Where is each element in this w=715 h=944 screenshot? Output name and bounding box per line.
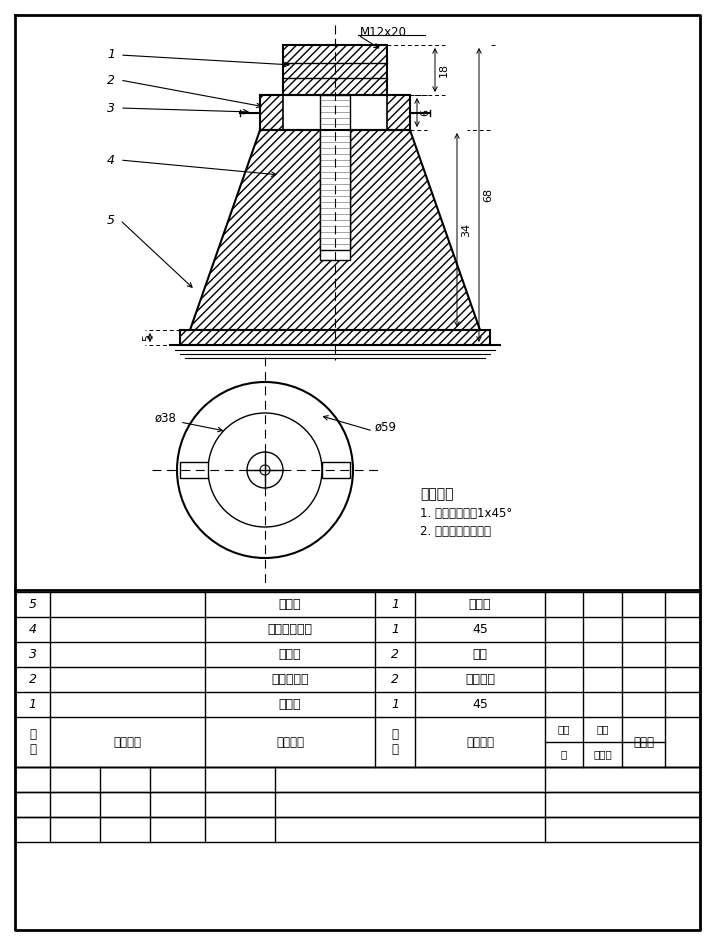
Polygon shape: [190, 130, 480, 330]
Text: 1: 1: [29, 698, 36, 711]
Text: 铝合金: 铝合金: [469, 598, 491, 611]
Text: 45: 45: [472, 698, 488, 711]
Text: 5: 5: [29, 598, 36, 611]
Text: 2: 2: [391, 648, 399, 661]
Text: 45: 45: [472, 623, 488, 636]
Text: 34: 34: [461, 223, 471, 237]
Text: 单件: 单件: [558, 724, 571, 734]
Text: 18: 18: [439, 63, 449, 77]
Polygon shape: [320, 130, 350, 260]
Text: 数
量: 数 量: [392, 728, 398, 756]
Text: 接线片: 接线片: [279, 648, 301, 661]
Text: 4: 4: [29, 623, 36, 636]
Text: 材　　料: 材 料: [466, 735, 494, 749]
Text: 2: 2: [29, 673, 36, 686]
Text: 压电晶体片: 压电晶体片: [271, 673, 309, 686]
Polygon shape: [180, 462, 208, 478]
Polygon shape: [283, 45, 387, 95]
Text: M12x20: M12x20: [360, 25, 407, 39]
Text: 序
号: 序 号: [29, 728, 36, 756]
Text: 3: 3: [29, 648, 36, 661]
Polygon shape: [387, 95, 410, 130]
Text: 发射块: 发射块: [279, 598, 301, 611]
Text: 3: 3: [107, 102, 115, 114]
Polygon shape: [180, 330, 490, 345]
Polygon shape: [260, 95, 283, 130]
Text: 1. 未注倒角均为1x45°: 1. 未注倒角均为1x45°: [420, 507, 512, 520]
Polygon shape: [322, 462, 350, 478]
Text: 5: 5: [142, 334, 152, 341]
Text: 2. 修钝锐边和去毛刺: 2. 修钝锐边和去毛刺: [420, 525, 491, 538]
Text: 68: 68: [483, 188, 493, 202]
Text: 1: 1: [391, 698, 399, 711]
Text: 名　　称: 名 称: [276, 735, 304, 749]
Text: 备　注: 备 注: [633, 735, 654, 749]
Text: 2: 2: [391, 673, 399, 686]
Text: 1: 1: [391, 598, 399, 611]
Text: 代　　号: 代 号: [114, 735, 142, 749]
Text: 1: 1: [107, 48, 115, 61]
Text: 4: 4: [107, 154, 115, 166]
Text: 总计: 总计: [596, 724, 608, 734]
Text: 铜片: 铜片: [473, 648, 488, 661]
Text: 1: 1: [391, 623, 399, 636]
Text: ø38: ø38: [155, 412, 177, 425]
Text: 锆钛酸铅: 锆钛酸铅: [465, 673, 495, 686]
Text: ø59: ø59: [375, 420, 397, 433]
Text: 重: 重: [561, 750, 567, 760]
Text: 技术要求: 技术要求: [420, 487, 453, 501]
Text: 2: 2: [107, 74, 115, 87]
Text: 5: 5: [107, 213, 115, 227]
Polygon shape: [320, 95, 350, 250]
Text: 晶片压紧螺栓: 晶片压紧螺栓: [267, 623, 312, 636]
Text: 6: 6: [420, 109, 430, 116]
Text: 配重块: 配重块: [279, 698, 301, 711]
Text: 重　量: 重 量: [593, 750, 612, 760]
